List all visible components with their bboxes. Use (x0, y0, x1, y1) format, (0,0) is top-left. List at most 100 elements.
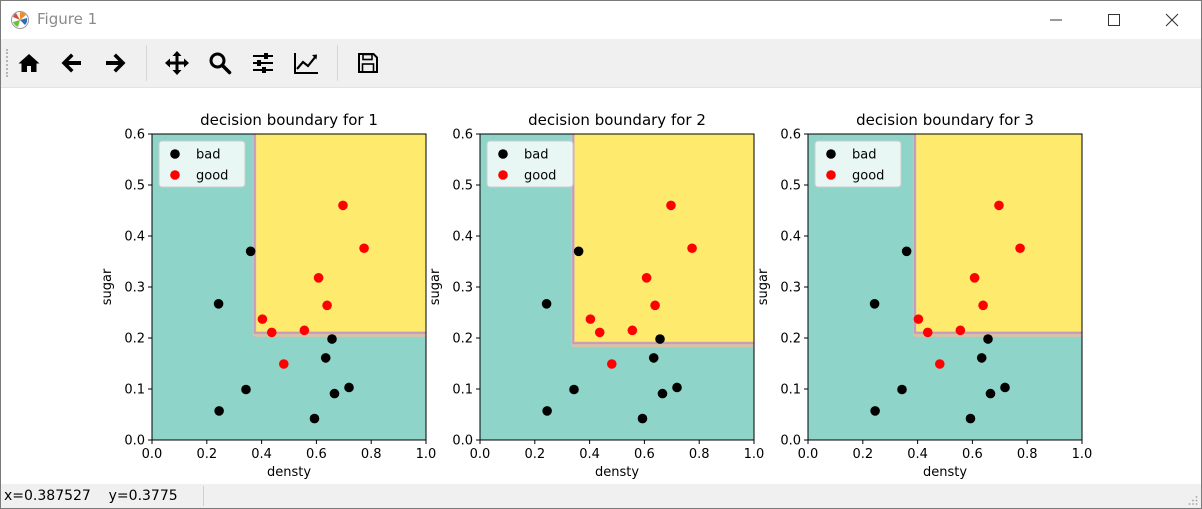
y-tick-label: 0.1 (780, 383, 801, 398)
y-tick-label: 0.4 (124, 230, 145, 245)
data-point-good (322, 300, 332, 311)
y-tick-label: 0.2 (452, 332, 473, 347)
data-point-good (650, 300, 660, 311)
data-point-bad (897, 384, 907, 395)
close-button[interactable] (1143, 1, 1201, 39)
line-chart-icon (294, 53, 318, 74)
subplot-2: 0.0 0.2 0.4 0.6 0.8 1.0 0.0 0.1 0.2 0.3 0.4 0.5 0.6 d… (428, 111, 764, 480)
resize-grip-icon[interactable] (1188, 495, 1198, 505)
y-tick-label: 0.1 (452, 383, 473, 398)
arrow-right-icon (106, 53, 126, 73)
y-tick-label: 0.6 (124, 128, 145, 143)
floppy-disk-icon (358, 53, 378, 73)
x-axis-label: densty (267, 465, 311, 480)
data-point-good (627, 325, 638, 336)
subplot-title: decision boundary for 3 (856, 111, 1034, 129)
data-point-bad (965, 413, 976, 424)
legend-label-good: good (852, 169, 884, 184)
data-point-good (955, 325, 966, 336)
status-separator (203, 486, 204, 506)
pan-button[interactable] (161, 47, 193, 79)
good-region (916, 134, 1082, 332)
y-tick-label: 0.2 (124, 332, 145, 347)
x-tick-label: 0.0 (470, 447, 491, 462)
data-point-bad (309, 413, 320, 424)
x-tick-label: 0.8 (361, 447, 382, 462)
maximize-button[interactable] (1085, 1, 1143, 39)
forward-button[interactable] (99, 47, 131, 79)
data-point-bad (213, 299, 224, 309)
data-point-bad (542, 406, 552, 416)
minimize-button[interactable] (1027, 1, 1085, 39)
data-point-bad (657, 388, 668, 399)
status-bar: x=0.387527 y=0.3775 (1, 484, 1201, 508)
back-button[interactable] (56, 47, 88, 79)
data-point-bad (541, 299, 552, 309)
data-point-bad (1000, 382, 1010, 393)
data-point-good (278, 359, 289, 369)
legend-marker-good (498, 170, 508, 180)
toolbar-separator (146, 45, 147, 81)
legend-marker-bad (498, 149, 508, 159)
legend-box (486, 140, 574, 188)
toolbar-grip[interactable] (6, 49, 10, 77)
data-point-bad (901, 246, 912, 257)
y-tick-label: 0.5 (452, 179, 473, 194)
data-point-good (934, 359, 945, 369)
data-point-bad (870, 406, 880, 416)
configure-subplots-button[interactable] (247, 47, 279, 79)
figure-canvas[interactable]: 0.0 0.2 0.4 0.6 0.8 1.0 0.0 0.1 0.2 0.3 0.4 0.5 0.6 d… (1, 88, 1201, 484)
y-tick-label: 0.2 (780, 332, 801, 347)
legend-marker-good (170, 170, 180, 180)
x-tick-label: 0.8 (1017, 447, 1038, 462)
cursor-coordinates: x=0.387527 y=0.3775 (4, 488, 178, 504)
legend-marker-bad (826, 149, 836, 159)
data-point-bad (672, 382, 682, 393)
save-button[interactable] (352, 47, 384, 79)
x-tick-label: 0.4 (251, 447, 272, 462)
sliders-icon (253, 53, 273, 73)
legend-label-bad: bad (852, 148, 876, 163)
decision-boundary-line (572, 134, 754, 345)
legend: bad good (814, 140, 902, 188)
edit-axis-button[interactable] (290, 47, 322, 79)
home-icon (18, 54, 40, 72)
data-point-good (299, 325, 310, 336)
data-point-bad (245, 246, 256, 257)
legend-marker-good (826, 170, 836, 180)
matplotlib-logo-icon (11, 11, 29, 29)
data-point-bad (320, 353, 331, 363)
x-tick-label: 0.2 (524, 447, 545, 462)
legend-marker-bad (170, 149, 180, 159)
data-point-good (913, 314, 924, 324)
good-region (256, 134, 426, 332)
x-tick-label: 1.0 (1072, 447, 1093, 462)
data-point-good (641, 273, 652, 283)
legend-label-good: good (196, 169, 228, 184)
legend-box (814, 140, 902, 188)
data-point-bad (976, 353, 987, 363)
magnifier-icon (209, 52, 232, 75)
data-point-bad (327, 334, 337, 344)
y-tick-label: 0.4 (780, 230, 801, 245)
data-point-good (585, 314, 596, 324)
x-axis-label: densty (595, 465, 639, 480)
data-point-good (594, 327, 605, 338)
arrow-left-icon (61, 53, 81, 73)
data-point-good (978, 300, 988, 311)
legend-label-bad: bad (196, 148, 220, 163)
legend: bad good (158, 140, 246, 188)
toolbar-separator (337, 45, 338, 81)
home-button[interactable] (13, 47, 45, 79)
data-point-good (257, 314, 268, 324)
subplots-svg[interactable]: 0.0 0.2 0.4 0.6 0.8 1.0 0.0 0.1 0.2 0.3 0.4 0.5 0.6 d… (1, 88, 1201, 484)
maximize-icon (1108, 14, 1120, 26)
data-point-good (313, 273, 324, 283)
zoom-button[interactable] (204, 47, 236, 79)
x-axis-label: densty (923, 465, 967, 480)
title-bar[interactable]: Figure 1 (1, 1, 1201, 39)
data-point-good (338, 200, 348, 211)
x-tick-label: 0.4 (907, 447, 928, 462)
y-axis-label: sugar (428, 268, 443, 305)
data-point-bad (329, 388, 340, 399)
